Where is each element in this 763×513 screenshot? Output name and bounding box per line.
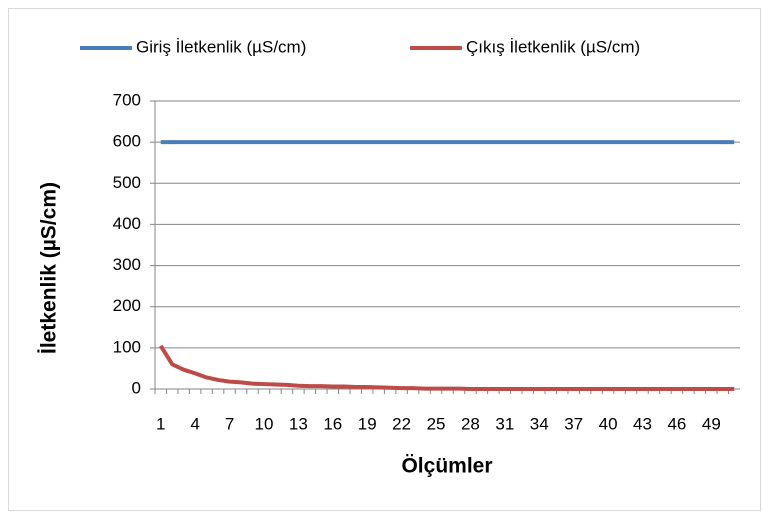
- x-tick-label: 19: [358, 414, 377, 433]
- x-tick-label: 49: [702, 414, 721, 433]
- x-tick-label: 28: [461, 414, 480, 433]
- x-tick-label: 34: [530, 414, 549, 433]
- y-axis-title: İletkenlik (µS/cm): [38, 182, 61, 354]
- y-tick-label: 400: [113, 214, 141, 233]
- y-tick-label: 700: [113, 90, 141, 109]
- x-tick-label: 46: [667, 414, 686, 433]
- y-tick-label: 500: [113, 173, 141, 192]
- x-tick-label: 4: [190, 414, 199, 433]
- y-tick-label: 0: [132, 378, 141, 397]
- x-tick-label: 16: [323, 414, 342, 433]
- x-tick-label: 37: [564, 414, 583, 433]
- y-tick-label: 200: [113, 296, 141, 315]
- y-tick-label: 300: [113, 255, 141, 274]
- x-axis-title: Ölçümler: [401, 455, 492, 478]
- x-tick-label: 31: [495, 414, 514, 433]
- y-tick-label: 600: [113, 132, 141, 151]
- x-tick-label: 22: [392, 414, 411, 433]
- x-tick-label: 10: [255, 414, 274, 433]
- x-tick-label: 25: [427, 414, 446, 433]
- legend-label: Çıkış İletkenlik (µS/cm): [466, 37, 640, 56]
- legend-label: Giriş İletkenlik (µS/cm): [136, 37, 306, 56]
- chart-border: [8, 8, 761, 511]
- x-tick-label: 40: [599, 414, 618, 433]
- data-line: [159, 344, 735, 391]
- y-tick-label: 100: [113, 337, 141, 356]
- x-tick-label: 13: [289, 414, 308, 433]
- x-tick-label: 43: [633, 414, 652, 433]
- x-tick-label: 7: [225, 414, 234, 433]
- x-tick-label: 1: [156, 414, 165, 433]
